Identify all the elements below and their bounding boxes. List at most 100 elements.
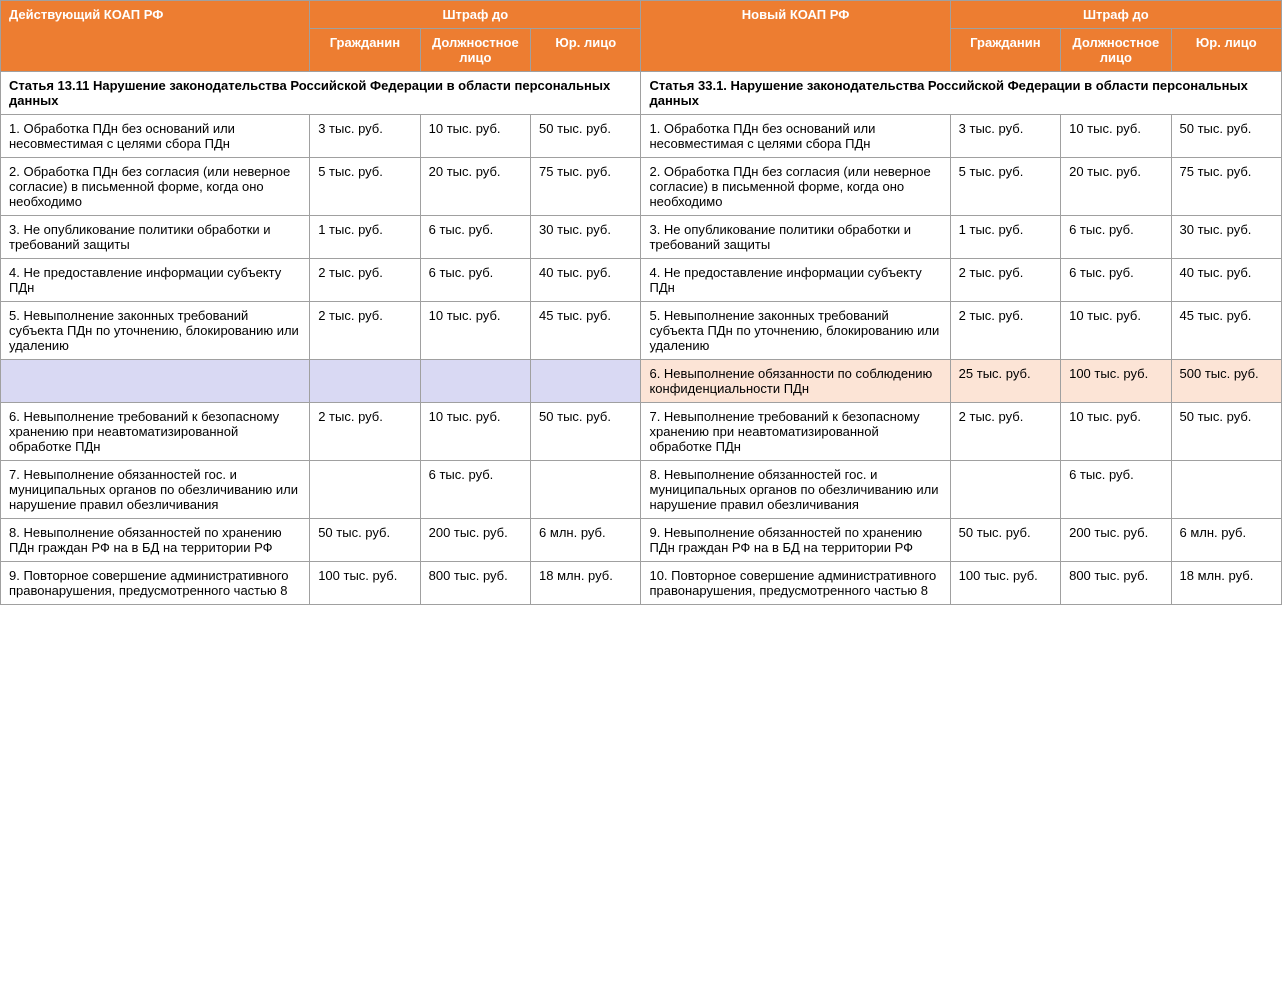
- cell-left-desc: 5. Невыполнение законных требований субъ…: [1, 302, 310, 360]
- section-left: Статья 13.11 Нарушение законодательства …: [1, 72, 641, 115]
- cell-right-official: 10 тыс. руб.: [1061, 302, 1171, 360]
- header-left-citizen: Гражданин: [310, 29, 420, 72]
- cell-right-official: 10 тыс. руб.: [1061, 115, 1171, 158]
- comparison-table: Действующий КОАП РФ Штраф до Новый КОАП …: [0, 0, 1282, 605]
- cell-left-desc: 3. Не опубликование политики обработки и…: [1, 216, 310, 259]
- cell-left-official: 200 тыс. руб.: [420, 519, 530, 562]
- cell-left-official: 6 тыс. руб.: [420, 216, 530, 259]
- cell-right-legal: 50 тыс. руб.: [1171, 115, 1281, 158]
- cell-right-official: 6 тыс. руб.: [1061, 461, 1171, 519]
- cell-left-legal: 75 тыс. руб.: [531, 158, 641, 216]
- cell-left-desc: 9. Повторное совершение административног…: [1, 562, 310, 605]
- table-row: 7. Невыполнение обязанностей гос. и муни…: [1, 461, 1282, 519]
- cell-right-legal: 18 млн. руб.: [1171, 562, 1281, 605]
- cell-right-legal: 45 тыс. руб.: [1171, 302, 1281, 360]
- cell-left-legal: [531, 461, 641, 519]
- cell-right-legal: 50 тыс. руб.: [1171, 403, 1281, 461]
- cell-right-citizen: 2 тыс. руб.: [950, 302, 1060, 360]
- cell-left-legal: 40 тыс. руб.: [531, 259, 641, 302]
- cell-right-desc: 4. Не предоставление информации субъекту…: [641, 259, 950, 302]
- cell-right-citizen: 2 тыс. руб.: [950, 403, 1060, 461]
- cell-right-citizen: 50 тыс. руб.: [950, 519, 1060, 562]
- cell-right-desc: 1. Обработка ПДн без оснований или несов…: [641, 115, 950, 158]
- cell-left-official: [420, 360, 530, 403]
- cell-left-citizen: 2 тыс. руб.: [310, 403, 420, 461]
- cell-left-citizen: 1 тыс. руб.: [310, 216, 420, 259]
- cell-right-official: 800 тыс. руб.: [1061, 562, 1171, 605]
- cell-right-legal: 6 млн. руб.: [1171, 519, 1281, 562]
- table-row: 9. Повторное совершение административног…: [1, 562, 1282, 605]
- cell-right-desc: 8. Невыполнение обязанностей гос. и муни…: [641, 461, 950, 519]
- cell-right-legal: 40 тыс. руб.: [1171, 259, 1281, 302]
- header-right-legal: Юр. лицо: [1171, 29, 1281, 72]
- cell-right-citizen: 3 тыс. руб.: [950, 115, 1060, 158]
- cell-right-official: 100 тыс. руб.: [1061, 360, 1171, 403]
- cell-right-official: 10 тыс. руб.: [1061, 403, 1171, 461]
- cell-left-desc: 8. Невыполнение обязанностей по хранению…: [1, 519, 310, 562]
- table-body: Статья 13.11 Нарушение законодательства …: [1, 72, 1282, 605]
- cell-right-citizen: 2 тыс. руб.: [950, 259, 1060, 302]
- cell-right-desc: 5. Невыполнение законных требований субъ…: [641, 302, 950, 360]
- header-right-fine: Штраф до: [950, 1, 1281, 29]
- table-row: 2. Обработка ПДн без согласия (или невер…: [1, 158, 1282, 216]
- cell-left-desc: 2. Обработка ПДн без согласия (или невер…: [1, 158, 310, 216]
- cell-right-citizen: 1 тыс. руб.: [950, 216, 1060, 259]
- cell-left-desc: [1, 360, 310, 403]
- cell-left-official: 800 тыс. руб.: [420, 562, 530, 605]
- table-row: 6. Невыполнение требований к безопасному…: [1, 403, 1282, 461]
- cell-left-desc: 1. Обработка ПДн без оснований или несов…: [1, 115, 310, 158]
- header-left-legal: Юр. лицо: [531, 29, 641, 72]
- cell-right-official: 6 тыс. руб.: [1061, 216, 1171, 259]
- cell-right-legal: 75 тыс. руб.: [1171, 158, 1281, 216]
- cell-left-legal: 50 тыс. руб.: [531, 403, 641, 461]
- cell-right-citizen: 25 тыс. руб.: [950, 360, 1060, 403]
- cell-right-desc: 10. Повторное совершение административно…: [641, 562, 950, 605]
- cell-left-legal: [531, 360, 641, 403]
- cell-left-citizen: 2 тыс. руб.: [310, 302, 420, 360]
- header-left-title: Действующий КОАП РФ: [1, 1, 310, 72]
- cell-left-desc: 4. Не предоставление информации субъекту…: [1, 259, 310, 302]
- section-header-row: Статья 13.11 Нарушение законодательства …: [1, 72, 1282, 115]
- cell-left-legal: 18 млн. руб.: [531, 562, 641, 605]
- cell-right-legal: 30 тыс. руб.: [1171, 216, 1281, 259]
- header-left-fine: Штраф до: [310, 1, 641, 29]
- cell-left-official: 20 тыс. руб.: [420, 158, 530, 216]
- cell-left-official: 10 тыс. руб.: [420, 302, 530, 360]
- cell-right-legal: 500 тыс. руб.: [1171, 360, 1281, 403]
- cell-right-desc: 2. Обработка ПДн без согласия (или невер…: [641, 158, 950, 216]
- cell-left-desc: 7. Невыполнение обязанностей гос. и муни…: [1, 461, 310, 519]
- cell-right-desc: 6. Невыполнение обязанности по соблюдени…: [641, 360, 950, 403]
- cell-left-official: 10 тыс. руб.: [420, 403, 530, 461]
- table-row: 5. Невыполнение законных требований субъ…: [1, 302, 1282, 360]
- section-right: Статья 33.1. Нарушение законодательства …: [641, 72, 1282, 115]
- cell-left-citizen: 2 тыс. руб.: [310, 259, 420, 302]
- table-row: 3. Не опубликование политики обработки и…: [1, 216, 1282, 259]
- cell-left-official: 10 тыс. руб.: [420, 115, 530, 158]
- cell-left-legal: 6 млн. руб.: [531, 519, 641, 562]
- header-left-official: Должностное лицо: [420, 29, 530, 72]
- cell-left-citizen: 3 тыс. руб.: [310, 115, 420, 158]
- cell-left-official: 6 тыс. руб.: [420, 461, 530, 519]
- cell-right-desc: 9. Невыполнение обязанностей по хранению…: [641, 519, 950, 562]
- cell-right-desc: 7. Невыполнение требований к безопасному…: [641, 403, 950, 461]
- header-right-title: Новый КОАП РФ: [641, 1, 950, 72]
- cell-left-legal: 45 тыс. руб.: [531, 302, 641, 360]
- cell-right-official: 200 тыс. руб.: [1061, 519, 1171, 562]
- cell-left-citizen: [310, 360, 420, 403]
- cell-right-citizen: 100 тыс. руб.: [950, 562, 1060, 605]
- cell-left-legal: 50 тыс. руб.: [531, 115, 641, 158]
- cell-right-citizen: 5 тыс. руб.: [950, 158, 1060, 216]
- cell-right-citizen: [950, 461, 1060, 519]
- cell-right-legal: [1171, 461, 1281, 519]
- table-row: 6. Невыполнение обязанности по соблюдени…: [1, 360, 1282, 403]
- table-row: 8. Невыполнение обязанностей по хранению…: [1, 519, 1282, 562]
- header-right-official: Должностное лицо: [1061, 29, 1171, 72]
- table-row: 4. Не предоставление информации субъекту…: [1, 259, 1282, 302]
- cell-left-citizen: 100 тыс. руб.: [310, 562, 420, 605]
- cell-left-official: 6 тыс. руб.: [420, 259, 530, 302]
- cell-left-legal: 30 тыс. руб.: [531, 216, 641, 259]
- cell-right-official: 6 тыс. руб.: [1061, 259, 1171, 302]
- cell-right-official: 20 тыс. руб.: [1061, 158, 1171, 216]
- table-row: 1. Обработка ПДн без оснований или несов…: [1, 115, 1282, 158]
- header-right-citizen: Гражданин: [950, 29, 1060, 72]
